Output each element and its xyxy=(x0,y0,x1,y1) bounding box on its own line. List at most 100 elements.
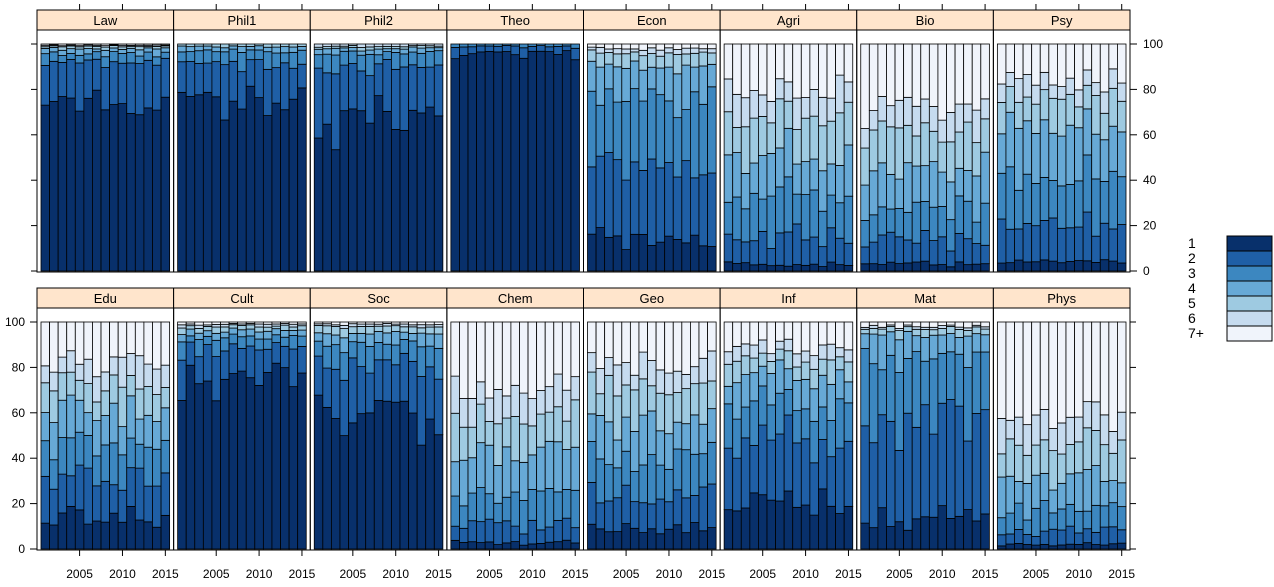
bar-segment xyxy=(860,128,870,149)
bar-segment xyxy=(809,43,819,90)
bar-segment xyxy=(723,78,734,113)
bar-segment xyxy=(280,330,290,338)
bar-segment xyxy=(382,59,392,112)
y-tick-label: 40 xyxy=(1143,173,1157,187)
bar-segment xyxy=(1099,414,1110,446)
bar-segment xyxy=(74,431,85,466)
bar-segment xyxy=(92,420,102,457)
bar-segment xyxy=(843,321,854,351)
bar-segment xyxy=(493,51,503,272)
bar-segment xyxy=(425,345,435,368)
bar-segment xyxy=(903,326,913,332)
bar-segment xyxy=(1022,43,1033,75)
bar-segment xyxy=(792,129,802,165)
bar-segment xyxy=(783,43,794,83)
x-tick-label: 2010 xyxy=(792,567,819,581)
bar-segment xyxy=(280,109,290,272)
bar-segment xyxy=(1108,68,1118,89)
bar-segment xyxy=(185,364,196,550)
bar-segment xyxy=(399,323,409,328)
bar-segment xyxy=(391,52,401,70)
bar-segment xyxy=(330,47,341,56)
bar-segment xyxy=(868,442,879,529)
bar-segment xyxy=(587,60,597,92)
bar-segment xyxy=(749,43,759,91)
bar-segment xyxy=(100,56,111,68)
bar-segment xyxy=(570,321,580,378)
bar-segment xyxy=(356,326,367,334)
bar-segment xyxy=(980,328,990,336)
bar-segment xyxy=(946,219,956,252)
bar-segment xyxy=(501,43,512,46)
bar-segment xyxy=(1082,469,1093,512)
bar-segment xyxy=(262,330,273,340)
bar-segment xyxy=(1099,444,1110,482)
bar-segment xyxy=(1031,261,1041,272)
bar-segment xyxy=(886,208,896,233)
bar-segment xyxy=(996,517,1007,536)
bar-segment xyxy=(647,503,657,530)
bar-segment xyxy=(220,378,230,550)
bar-segment xyxy=(868,170,879,216)
bar-segment xyxy=(570,527,580,544)
bar-segment xyxy=(501,51,512,272)
bar-segment xyxy=(1022,173,1033,224)
bar-segment xyxy=(877,321,887,328)
bar-segment xyxy=(92,520,102,550)
bar-segment xyxy=(237,46,247,53)
bar-segment xyxy=(638,414,648,466)
bar-segment xyxy=(330,326,341,336)
bar-segment xyxy=(928,329,939,336)
bar-segment xyxy=(843,195,854,244)
x-tick-label: 2005 xyxy=(476,567,503,581)
bar-segment xyxy=(1031,183,1041,227)
bar-segment xyxy=(467,43,477,48)
bar-segment xyxy=(450,375,460,414)
bar-segment xyxy=(399,53,409,68)
bar-segment xyxy=(1039,176,1050,221)
x-tick-label: 2005 xyxy=(339,567,366,581)
bar-segment xyxy=(629,501,640,529)
bar-segment xyxy=(868,333,879,365)
bar-segment xyxy=(766,439,776,501)
bar-segment xyxy=(228,373,239,550)
bar-segment xyxy=(775,348,785,361)
bar-segment xyxy=(356,413,367,550)
bar-segment xyxy=(391,129,401,272)
bar-segment xyxy=(185,61,196,97)
x-tick-label: 2010 xyxy=(382,567,409,581)
bar-segment xyxy=(800,239,811,266)
bar-segment xyxy=(749,192,759,242)
bar-segment xyxy=(647,245,657,272)
bar-segment xyxy=(758,116,768,156)
bar-segment xyxy=(1048,180,1058,219)
bar-segment xyxy=(450,43,460,48)
bar-segment xyxy=(1039,71,1050,91)
bar-segment xyxy=(826,97,837,122)
bar-segment xyxy=(629,471,640,503)
bar-segment xyxy=(707,48,717,54)
bar-segment xyxy=(237,52,247,73)
bar-segment xyxy=(399,43,409,48)
bar-segment xyxy=(220,47,230,53)
bar-segment xyxy=(194,94,204,272)
bar-segment xyxy=(467,46,477,55)
bar-segment xyxy=(860,522,870,550)
bar-segment xyxy=(1082,510,1093,530)
bar-segment xyxy=(493,388,503,425)
bar-segment xyxy=(903,239,913,264)
bar-segment xyxy=(313,321,324,325)
bar-segment xyxy=(536,446,546,492)
bar-segment xyxy=(587,46,597,51)
panel-strip-label-Bio: Bio xyxy=(916,13,935,28)
bar-segment xyxy=(954,43,965,105)
bar-segment xyxy=(66,505,76,550)
bar-segment xyxy=(399,129,409,272)
bar-segment xyxy=(621,179,631,250)
bar-segment xyxy=(271,52,281,69)
bar-segment xyxy=(860,147,870,186)
bar-segment xyxy=(740,262,751,272)
bar-segment xyxy=(835,356,845,371)
bar-segment xyxy=(655,55,666,69)
legend-swatch xyxy=(1226,265,1273,282)
